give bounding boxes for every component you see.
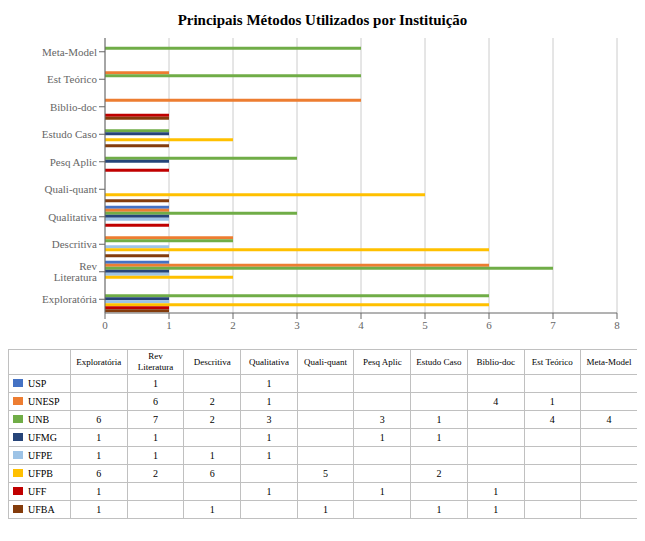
html-text:Est Teórico: Est Teórico — [531, 356, 573, 367]
html-text:1: 1 — [266, 450, 272, 461]
svg-text:2: 2 — [230, 319, 236, 331]
svg-text:1: 1 — [166, 319, 172, 331]
html-text:3: 3 — [266, 414, 272, 425]
svg-text:Biblio-doc: Biblio-doc — [50, 101, 97, 113]
html-text:1: 1 — [266, 378, 272, 389]
html-text:USP: USP — [28, 378, 47, 389]
html-text:1: 1 — [266, 432, 272, 443]
html-text:UNESP: UNESP — [28, 396, 60, 407]
html-text:6: 6 — [153, 396, 158, 407]
html-text:1: 1 — [323, 504, 329, 515]
html-text:Meta-Model: Meta-Model — [586, 356, 632, 367]
svg-text:5: 5 — [422, 319, 428, 331]
html-text:1: 1 — [96, 450, 102, 461]
html-text:6: 6 — [209, 468, 215, 479]
html-text:1: 1 — [153, 450, 158, 461]
html-text:1: 1 — [379, 486, 385, 497]
svg-text:7: 7 — [550, 319, 556, 331]
html-text:1: 1 — [96, 432, 102, 443]
html-text:Rev Literatura: Rev Literatura — [137, 351, 174, 372]
html-text:1: 1 — [549, 396, 555, 407]
svg-text:0: 0 — [102, 319, 108, 331]
svg-text:Meta-Model: Meta-Model — [42, 46, 97, 58]
svg-text:Quali-quant: Quali-quant — [44, 183, 97, 195]
svg-text:Qualitativa: Qualitativa — [48, 211, 97, 223]
html-text:1: 1 — [266, 486, 272, 497]
html-text:1: 1 — [379, 432, 385, 443]
html-text:4: 4 — [493, 396, 499, 407]
html-text:UFMG: UFMG — [28, 432, 57, 443]
html-text:2: 2 — [209, 396, 215, 407]
html-text:UNB: UNB — [28, 414, 50, 425]
html-text:4: 4 — [549, 414, 555, 425]
html-text:1: 1 — [209, 450, 215, 461]
html-text:Principais Métodos Utilizados: Principais Métodos Utilizados por Instit… — [177, 12, 468, 28]
html-text:UFPE: UFPE — [28, 450, 53, 461]
html-text:1: 1 — [96, 486, 102, 497]
svg-text:8: 8 — [614, 319, 620, 331]
svg-text:Pesq Aplic: Pesq Aplic — [50, 156, 97, 168]
svg-text:RevLiteratura: RevLiteratura — [54, 260, 98, 283]
html-text:Pesq Aplic: Pesq Aplic — [362, 356, 402, 367]
html-text:1: 1 — [436, 414, 442, 425]
svg-text:4: 4 — [358, 319, 364, 331]
svg-text:Estudo Caso: Estudo Caso — [42, 128, 98, 140]
html-text:1: 1 — [436, 432, 442, 443]
html-text:2: 2 — [209, 414, 215, 425]
html-text:1: 1 — [436, 504, 442, 515]
html-text:1: 1 — [493, 486, 499, 497]
html-text:Qualitativa: Qualitativa — [248, 356, 289, 367]
html-text:1: 1 — [96, 504, 102, 515]
html-text:6: 6 — [96, 414, 102, 425]
svg-text:6: 6 — [486, 319, 492, 331]
html-text:Descritiva: Descritiva — [193, 356, 231, 367]
html-text:UFF: UFF — [28, 486, 47, 497]
svg-text:Est Teórico: Est Teórico — [47, 73, 98, 85]
svg-text:3: 3 — [294, 319, 300, 331]
html-text:1: 1 — [266, 396, 272, 407]
html-text:1: 1 — [493, 504, 499, 515]
html-text:1: 1 — [209, 504, 215, 515]
html-text:3: 3 — [379, 414, 385, 425]
html-text:4: 4 — [606, 414, 612, 425]
html-text:1: 1 — [153, 432, 158, 443]
html-text:UFPB: UFPB — [28, 468, 53, 479]
svg-text:Descritiva: Descritiva — [52, 238, 97, 250]
html-text:2: 2 — [436, 468, 442, 479]
html-text:7: 7 — [153, 414, 158, 425]
svg-text:Exploratória: Exploratória — [42, 293, 97, 305]
html-text:Quali-quant: Quali-quant — [304, 356, 348, 367]
html-text:2: 2 — [153, 468, 158, 479]
html-text:Biblio-doc: Biblio-doc — [476, 356, 515, 367]
html-text:Estudo Caso: Estudo Caso — [416, 356, 462, 367]
html-text:1: 1 — [153, 378, 158, 389]
html-text:5: 5 — [323, 468, 329, 479]
html-text:Exploratória: Exploratória — [76, 356, 122, 367]
html-text:UFBA: UFBA — [28, 504, 55, 515]
html-text:6: 6 — [96, 468, 102, 479]
